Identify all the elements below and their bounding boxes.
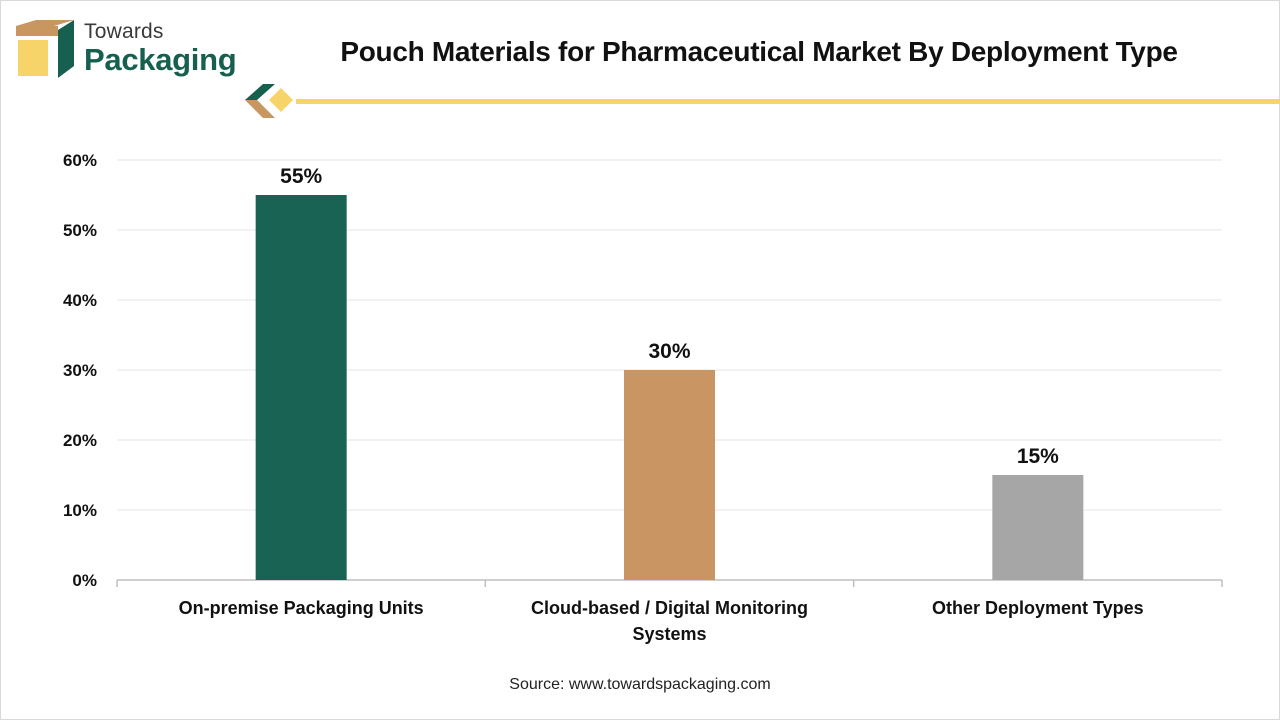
- y-tick-label: 0%: [72, 571, 97, 590]
- bar: [624, 370, 715, 580]
- x-category-label: Other Deployment Types: [932, 598, 1144, 618]
- data-label: 55%: [280, 165, 322, 188]
- x-category-label: On-premise Packaging Units: [179, 598, 424, 618]
- box-icon: [16, 20, 74, 78]
- y-tick-label: 50%: [63, 221, 97, 240]
- title-rule-line: [296, 99, 1280, 104]
- y-tick-label: 10%: [63, 501, 97, 520]
- x-category-label: Systems: [632, 624, 706, 644]
- y-tick-label: 30%: [63, 361, 97, 380]
- bar: [992, 475, 1084, 580]
- brand-name-line2: Packaging: [84, 42, 237, 77]
- source-note: Source: www.towardspackaging.com: [509, 676, 771, 693]
- brand-name-line1: Towards: [84, 20, 164, 43]
- y-tick-label: 60%: [63, 151, 97, 170]
- bar-chart: 0% 10% 20% 30% 40% 50% 60% 55% On-premise Packag…: [63, 151, 1223, 644]
- y-tick-label: 20%: [63, 431, 97, 450]
- y-tick-label: 40%: [63, 291, 97, 310]
- x-category-label: Cloud-based / Digital Monitoring: [531, 598, 808, 618]
- bar: [255, 195, 347, 580]
- title-rule-ornament: [245, 84, 293, 118]
- brand-logo: Towards Packaging: [14, 18, 244, 84]
- data-label: 30%: [648, 340, 690, 363]
- chart-title: Pouch Materials for Pharmaceutical Marke…: [340, 36, 1178, 67]
- data-label: 15%: [1017, 445, 1059, 468]
